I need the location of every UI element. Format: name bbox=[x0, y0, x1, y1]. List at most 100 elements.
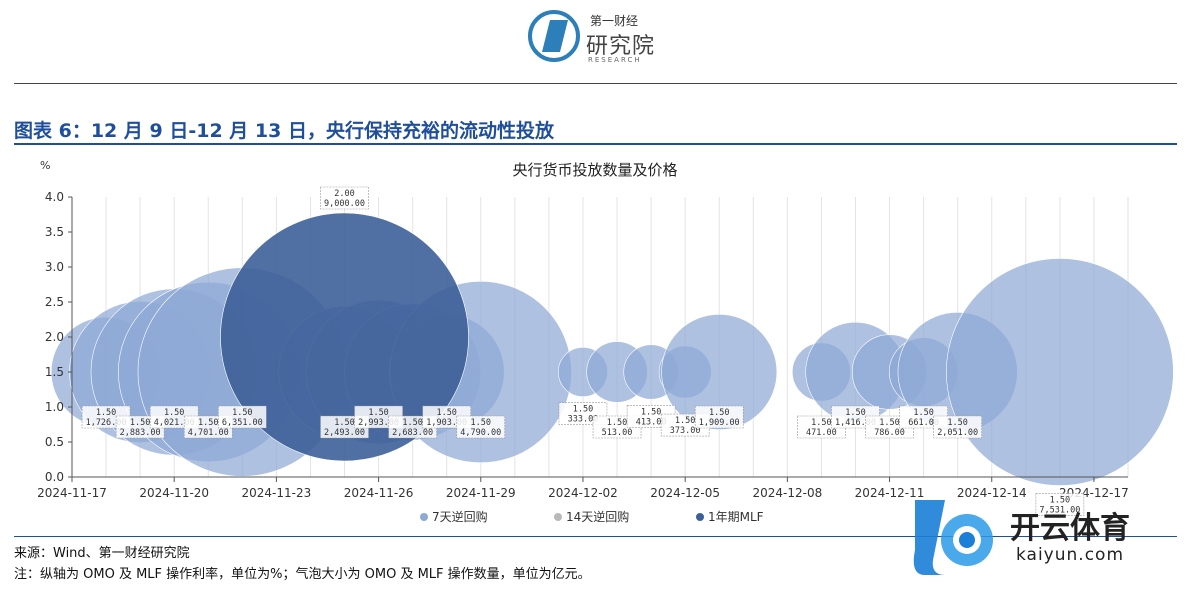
figure-title: 图表 6：12 月 9 日-12 月 13 日，央行保持充裕的流动性投放 bbox=[14, 120, 554, 142]
data-label-amount: 471.00 bbox=[806, 428, 837, 438]
data-label-box bbox=[456, 415, 506, 439]
y-tick-label: 3.0 bbox=[45, 260, 64, 274]
x-tick-label: 2024-11-20 bbox=[139, 486, 209, 500]
data-label-rate: 1.50 bbox=[130, 418, 150, 428]
watermark-url: kaiyun.com bbox=[1016, 545, 1125, 565]
data-label-rate: 1.50 bbox=[947, 418, 967, 428]
data-label-rate: 1.50 bbox=[845, 408, 865, 418]
logo-big-text: 研究院 bbox=[586, 34, 656, 59]
data-label-rate: 1.50 bbox=[436, 408, 456, 418]
data-label-rate: 1.50 bbox=[471, 418, 491, 428]
y-tick-label: 3.5 bbox=[45, 225, 64, 239]
logo-mark-icon bbox=[528, 10, 580, 62]
data-label-rate: 1.50 bbox=[334, 418, 354, 428]
legend-label: 7天逆回购 bbox=[432, 509, 488, 524]
y-tick-label: 0.0 bbox=[45, 470, 64, 484]
bottom-divider bbox=[14, 536, 1177, 537]
top-divider bbox=[14, 83, 1177, 84]
x-tick-label: 2024-11-17 bbox=[37, 486, 107, 500]
y-tick-label: 4.0 bbox=[45, 190, 64, 204]
data-label-amount: 2,493.00 bbox=[324, 428, 365, 438]
bubble-chart: 央行货币投放数量及价格 % 0.0 0.5 1.0 1.5 2.0 2.5 3.0 3.5 4.… bbox=[37, 159, 1174, 524]
data-label-rate: 1.50 bbox=[1050, 496, 1070, 506]
data-label-amount: 1,416.00 bbox=[835, 418, 876, 428]
source-text: 来源：Wind、第一财经研究院 bbox=[14, 546, 190, 561]
x-tick-label: 2024-12-08 bbox=[752, 486, 822, 500]
bubbles bbox=[50, 212, 1174, 486]
data-label-box bbox=[218, 405, 267, 429]
data-label-amount: 661.00 bbox=[908, 418, 939, 428]
data-label-box bbox=[933, 415, 982, 439]
logo-en-text: RESEARCH bbox=[588, 56, 642, 64]
data-label-rate: 1.50 bbox=[232, 408, 252, 418]
legend-label: 14天逆回购 bbox=[566, 509, 629, 524]
data-label-amount: 2,883.00 bbox=[120, 428, 161, 438]
y-tick-label: 2.0 bbox=[45, 330, 64, 344]
data-label-amount: 513.00 bbox=[602, 428, 633, 438]
x-tick-label: 2024-12-05 bbox=[650, 486, 720, 500]
data-label-amount: 333.00 bbox=[568, 415, 599, 425]
data-label: 1.507,531.00 bbox=[1035, 493, 1085, 516]
watermark-logo-icon bbox=[913, 500, 993, 575]
y-tick-label: 1.5 bbox=[45, 365, 64, 379]
data-labels: 1.501,726.00 1.502,883.001.504,021.00 1.50… bbox=[81, 186, 1085, 516]
data-label-rate: 1.50 bbox=[164, 408, 184, 418]
bubble bbox=[661, 314, 778, 430]
chart-title: 央行货币投放数量及价格 bbox=[512, 161, 677, 179]
data-label-rate: 1.50 bbox=[573, 405, 593, 415]
logo: 第一财经 研究院 RESEARCH bbox=[528, 8, 668, 68]
data-label-amount: 4,701.00 bbox=[188, 428, 229, 438]
data-label-amount: 2,683.00 bbox=[392, 428, 433, 438]
data-label-box bbox=[1035, 493, 1085, 516]
data-label-rate: 1.50 bbox=[675, 416, 695, 426]
data-label-rate: 1.50 bbox=[709, 408, 729, 418]
data-label: 1.502,051.00 bbox=[933, 415, 982, 439]
data-label-amount: 2,993.00 bbox=[358, 418, 399, 428]
data-label-rate: 1.50 bbox=[96, 408, 116, 418]
data-label-amount: 9,000.00 bbox=[324, 199, 365, 209]
y-tick-label: 1.0 bbox=[45, 400, 64, 414]
legend-marker bbox=[696, 513, 704, 521]
data-label-box bbox=[320, 186, 369, 210]
data-label-amount: 4,790.00 bbox=[460, 428, 501, 438]
legend-marker bbox=[554, 513, 562, 521]
data-label: 1.501,909.00 bbox=[694, 405, 744, 429]
x-tick-label: 2024-11-26 bbox=[344, 486, 414, 500]
y-tick-label: 2.5 bbox=[45, 295, 64, 309]
data-label-amount: 786.00 bbox=[874, 428, 905, 438]
data-label: 1.504,790.00 bbox=[456, 415, 506, 439]
title-divider bbox=[14, 143, 1177, 145]
data-label-amount: 6,351.00 bbox=[222, 418, 263, 428]
legend-label: 1年期MLF bbox=[708, 510, 764, 524]
x-tick-label: 2024-12-02 bbox=[548, 486, 618, 500]
y-axis-unit: % bbox=[40, 159, 50, 172]
data-label-rate: 1.50 bbox=[368, 408, 388, 418]
data-label-amount: 373.00 bbox=[670, 426, 701, 436]
data-label-amount: 4,021.00 bbox=[154, 418, 195, 428]
data-label-amount: 2,051.00 bbox=[937, 428, 978, 438]
x-tick-label: 2024-11-29 bbox=[446, 486, 516, 500]
data-label-box bbox=[694, 405, 744, 429]
y-tick-label: 0.5 bbox=[45, 435, 64, 449]
x-tick-label: 2024-12-14 bbox=[957, 486, 1027, 500]
data-label-amount: 7,531.00 bbox=[1039, 506, 1080, 516]
data-label-rate: 2.00 bbox=[334, 189, 354, 199]
data-label-rate: 1.50 bbox=[198, 418, 218, 428]
data-label-amount: 1,909.00 bbox=[699, 418, 740, 428]
bubble bbox=[220, 212, 469, 462]
data-label-rate: 1.50 bbox=[641, 407, 661, 417]
x-tick-label: 2024-12-11 bbox=[855, 486, 925, 500]
data-label: 1.506,351.00 bbox=[218, 405, 267, 429]
watermark-text: 开云体育 bbox=[1010, 511, 1130, 546]
bubble bbox=[946, 258, 1174, 486]
data-label-rate: 1.50 bbox=[402, 418, 422, 428]
data-label-amount: 1,726.00 bbox=[86, 418, 127, 428]
note-text: 注：纵轴为 OMO 及 MLF 操作利率，单位为%；气泡大小为 OMO 及 ML… bbox=[14, 567, 591, 582]
data-label: 2.009,000.00 bbox=[320, 186, 369, 210]
data-label-rate: 1.50 bbox=[607, 418, 627, 428]
data-label-rate: 1.50 bbox=[811, 418, 831, 428]
data-label-rate: 1.50 bbox=[913, 408, 933, 418]
data-label-amount: 1,903.00 bbox=[426, 418, 467, 428]
x-tick-label: 2024-11-23 bbox=[242, 486, 312, 500]
data-label-rate: 1.50 bbox=[879, 418, 899, 428]
